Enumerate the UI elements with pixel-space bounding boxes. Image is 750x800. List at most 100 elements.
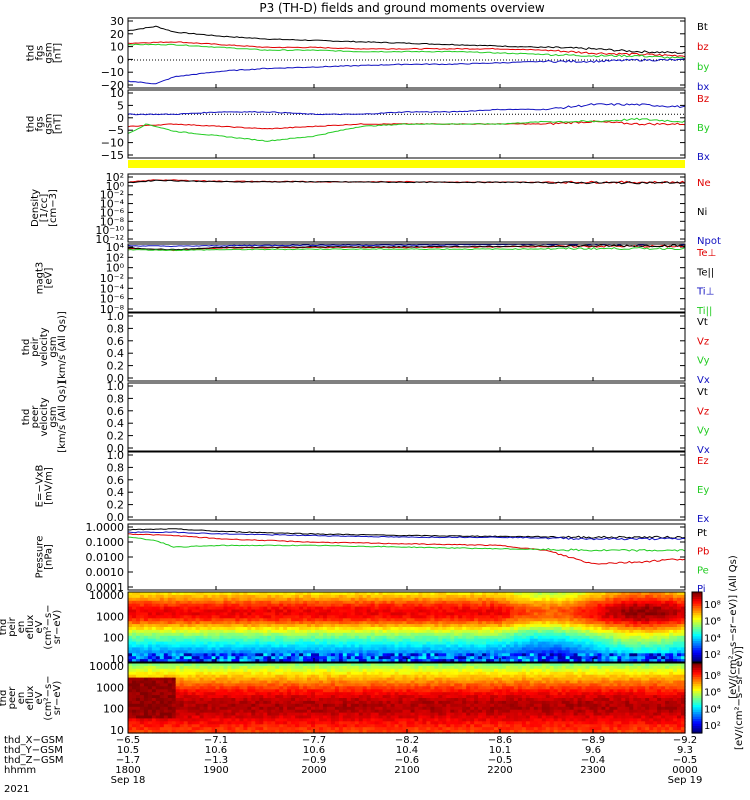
heatmap-cell xyxy=(661,627,666,631)
heatmap-cell xyxy=(235,618,240,622)
heatmap-cell xyxy=(271,606,276,611)
heatmap-cell xyxy=(227,592,233,596)
heatmap-cell xyxy=(498,600,503,605)
heatmap-cell xyxy=(295,692,300,696)
heatmap-cell xyxy=(163,683,169,687)
heatmap-cell xyxy=(338,727,344,731)
colorbar-step xyxy=(692,652,702,656)
heatmap-cell xyxy=(323,703,328,708)
heatmap-cell xyxy=(434,653,439,657)
heatmap-cell xyxy=(569,650,575,654)
heatmap-cell xyxy=(255,612,260,616)
heatmap-cell xyxy=(446,592,451,596)
heatmap-cell xyxy=(462,624,467,628)
heatmap-cell xyxy=(323,668,328,673)
heatmap-cell xyxy=(303,686,308,690)
heatmap-cell xyxy=(187,721,193,725)
heatmap-cell xyxy=(159,615,165,619)
heatmap-cell xyxy=(645,641,650,646)
heatmap-cell xyxy=(661,629,666,634)
heatmap-cell xyxy=(521,647,527,651)
heatmap-cell xyxy=(279,624,284,628)
heatmap-cell xyxy=(299,677,304,682)
heatmap-cell xyxy=(207,600,213,605)
heatmap-cell xyxy=(374,656,380,660)
heatmap-cell xyxy=(637,621,642,625)
y-tick-label: 1.0000 xyxy=(86,521,125,534)
heatmap-cell xyxy=(287,635,292,640)
heatmap-cell xyxy=(326,730,332,734)
heatmap-cell xyxy=(219,600,225,605)
heatmap-cell xyxy=(494,647,499,651)
heatmap-cell xyxy=(259,724,264,728)
heatmap-cell xyxy=(283,627,288,631)
heatmap-cell xyxy=(207,638,213,643)
heatmap-cell xyxy=(255,700,260,705)
heatmap-cell xyxy=(430,600,435,605)
heatmap-cell xyxy=(561,659,567,663)
heatmap-cell xyxy=(128,638,133,643)
heatmap-cell xyxy=(247,659,252,663)
heatmap-cell xyxy=(311,629,316,634)
heatmap-cell xyxy=(521,609,527,613)
heatmap-cell xyxy=(330,683,336,687)
heatmap-cell xyxy=(342,600,348,605)
heatmap-cell xyxy=(299,606,304,611)
heatmap-cell xyxy=(597,659,603,663)
heatmap-cell xyxy=(151,618,157,622)
heatmap-cell xyxy=(139,692,145,696)
heatmap-cell xyxy=(494,621,499,625)
heatmap-cell xyxy=(633,597,638,602)
colorbar-step xyxy=(692,606,702,609)
heatmap-cell xyxy=(139,638,145,643)
heatmap-cell xyxy=(358,635,364,640)
heatmap-cell xyxy=(673,641,678,646)
heatmap-cell xyxy=(549,644,555,648)
heatmap-cell xyxy=(490,603,495,608)
heatmap-cell xyxy=(589,647,595,651)
ylabel-line: sr−eV) xyxy=(52,610,63,645)
heatmap-cell xyxy=(681,647,686,651)
heatmap-cell xyxy=(251,668,256,673)
heatmap-cell xyxy=(338,706,344,711)
heatmap-cell xyxy=(513,612,519,616)
legend-entry: by xyxy=(697,62,709,73)
heatmap-cell xyxy=(187,627,193,631)
heatmap-cell xyxy=(203,606,209,611)
heatmap-cell xyxy=(203,730,209,734)
heatmap-cell xyxy=(128,680,133,684)
heatmap-cell xyxy=(637,627,642,631)
heatmap-cell xyxy=(319,597,324,602)
heatmap-cell xyxy=(406,592,412,596)
heatmap-cell xyxy=(167,592,173,596)
heatmap-cell xyxy=(243,692,248,696)
heatmap-cell xyxy=(171,683,177,687)
heatmap-cell xyxy=(199,724,205,728)
heatmap-cell xyxy=(613,650,618,654)
heatmap-cell xyxy=(267,615,272,619)
heatmap-cell xyxy=(251,703,256,708)
heatmap-cell xyxy=(326,721,332,725)
heatmap-cell xyxy=(517,644,523,648)
heatmap-cell xyxy=(147,627,153,631)
series-By xyxy=(127,117,686,142)
heatmap-cell xyxy=(509,647,515,651)
heatmap-cell xyxy=(330,680,336,684)
heatmap-cell xyxy=(382,621,388,625)
heatmap-cell xyxy=(191,612,197,616)
heatmap-cell xyxy=(295,674,300,679)
heatmap-cell xyxy=(231,592,236,596)
heatmap-cell xyxy=(509,624,515,628)
heatmap-cell xyxy=(187,606,193,611)
heatmap-cell xyxy=(482,621,487,625)
heatmap-cell xyxy=(509,644,515,648)
panel-peer-en: thdpeerenefluxeV(cm²−s−sr−eV)10000100010… xyxy=(0,646,745,750)
heatmap-cell xyxy=(342,597,348,602)
heatmap-cell xyxy=(239,656,244,660)
heatmap-cell xyxy=(195,641,201,646)
heatmap-cell xyxy=(370,594,376,599)
heatmap-cell xyxy=(330,638,336,643)
legend-entry: Bt xyxy=(697,22,708,33)
heatmap-cell xyxy=(235,665,240,670)
heatmap-cell xyxy=(319,730,324,734)
